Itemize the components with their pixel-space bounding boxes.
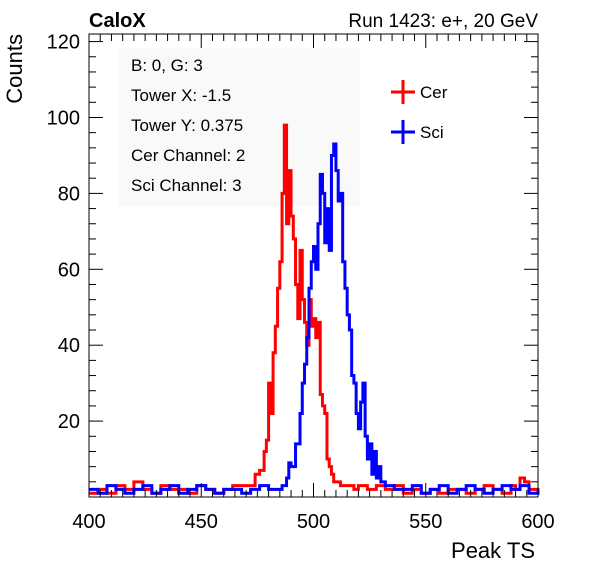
legend-label-sci: Sci bbox=[420, 123, 444, 142]
x-tick-label: 450 bbox=[185, 511, 218, 533]
y-tick-label: 20 bbox=[58, 411, 80, 433]
info-line: Cer Channel: 2 bbox=[131, 146, 245, 165]
x-axis-title: Peak TS bbox=[451, 538, 535, 563]
info-line: Sci Channel: 3 bbox=[131, 176, 242, 195]
legend-entry-sci: Sci bbox=[391, 120, 444, 144]
axis-layer: 400 450 500 550 600 20 40 60 80 100 120 bbox=[47, 32, 555, 533]
x-tick-label: 550 bbox=[409, 511, 442, 533]
y-tick-label: 80 bbox=[58, 183, 80, 205]
brand-label: CaloX bbox=[89, 10, 146, 32]
info-line: Tower X: -1.5 bbox=[131, 86, 231, 105]
y-tick-label: 40 bbox=[58, 335, 80, 357]
legend-label-cer: Cer bbox=[420, 83, 448, 102]
run-info-label: Run 1423: e+, 20 GeV bbox=[348, 11, 538, 32]
legend: Cer Sci bbox=[391, 80, 448, 144]
x-tick-label: 400 bbox=[72, 511, 105, 533]
y-axis-title: Counts bbox=[2, 34, 27, 104]
y-tick-label: 100 bbox=[47, 107, 80, 129]
info-line: Tower Y: 0.375 bbox=[131, 116, 243, 135]
series-layer bbox=[89, 123, 540, 495]
info-box-lines: B: 0, G: 3 Tower X: -1.5 Tower Y: 0.375 … bbox=[131, 56, 245, 195]
y-tick-label: 60 bbox=[58, 259, 80, 281]
x-tick-label: 600 bbox=[521, 511, 554, 533]
info-line: B: 0, G: 3 bbox=[131, 56, 203, 75]
legend-entry-cer: Cer bbox=[391, 80, 448, 104]
series-line-sci bbox=[89, 142, 540, 495]
y-tick-label: 120 bbox=[47, 32, 80, 54]
x-tick-label: 500 bbox=[297, 511, 330, 533]
